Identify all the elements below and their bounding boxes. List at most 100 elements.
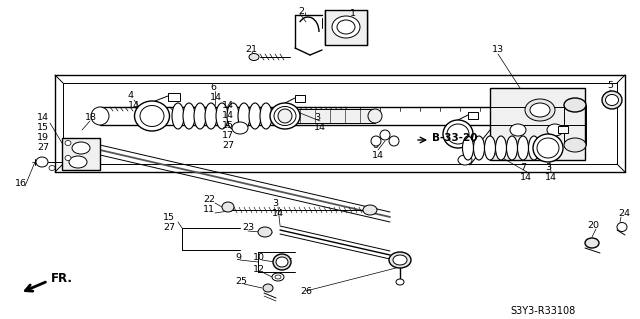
Text: 8: 8 [372, 142, 378, 151]
Text: 2: 2 [298, 6, 304, 16]
Text: 18: 18 [85, 114, 97, 122]
Text: 22: 22 [203, 196, 215, 204]
Text: 19: 19 [37, 133, 49, 143]
Ellipse shape [533, 134, 563, 162]
Text: 1: 1 [350, 9, 356, 18]
Text: 24: 24 [618, 209, 630, 218]
Text: 6: 6 [210, 83, 216, 92]
Text: 14: 14 [37, 114, 49, 122]
Ellipse shape [270, 103, 300, 129]
Text: 14: 14 [545, 174, 557, 182]
Ellipse shape [389, 136, 399, 146]
Text: S3Y3-R33108: S3Y3-R33108 [510, 306, 575, 316]
Ellipse shape [371, 136, 381, 146]
Text: 14: 14 [222, 100, 234, 109]
Ellipse shape [495, 136, 506, 160]
Text: 14: 14 [210, 93, 222, 101]
Ellipse shape [332, 16, 360, 38]
Ellipse shape [72, 142, 90, 154]
Ellipse shape [194, 103, 206, 129]
Ellipse shape [36, 157, 48, 167]
Text: 11: 11 [203, 205, 215, 214]
Text: FR.: FR. [51, 272, 73, 286]
Ellipse shape [443, 120, 473, 148]
Ellipse shape [272, 273, 284, 281]
Ellipse shape [547, 124, 563, 136]
Text: 3: 3 [314, 113, 320, 122]
Ellipse shape [564, 98, 586, 112]
Ellipse shape [510, 124, 526, 136]
Text: 10: 10 [253, 253, 265, 262]
Text: 27: 27 [163, 224, 175, 233]
Text: 13: 13 [492, 46, 504, 55]
Text: 14: 14 [272, 209, 284, 218]
Ellipse shape [380, 130, 390, 140]
Bar [558, 126, 568, 133]
Ellipse shape [474, 136, 484, 160]
Ellipse shape [65, 155, 71, 160]
Ellipse shape [447, 124, 469, 144]
Text: 20: 20 [587, 221, 599, 231]
Ellipse shape [263, 284, 273, 292]
Text: 14: 14 [128, 101, 140, 110]
Bar [468, 112, 478, 119]
Text: 23: 23 [242, 224, 254, 233]
Bar [295, 95, 305, 102]
Text: 14: 14 [372, 152, 384, 160]
Ellipse shape [396, 279, 404, 285]
Text: 25: 25 [235, 277, 247, 286]
Text: 15: 15 [222, 121, 234, 130]
Ellipse shape [249, 103, 261, 129]
Text: 3: 3 [272, 198, 278, 207]
Ellipse shape [617, 222, 627, 232]
Bar [62, 138, 100, 170]
Bar [325, 10, 367, 45]
Ellipse shape [91, 107, 109, 125]
Ellipse shape [273, 254, 291, 270]
Ellipse shape [260, 103, 272, 129]
Ellipse shape [258, 227, 272, 237]
Text: 21: 21 [245, 44, 257, 54]
Ellipse shape [222, 202, 234, 212]
Text: 14: 14 [222, 110, 234, 120]
Ellipse shape [389, 252, 411, 268]
Ellipse shape [216, 103, 228, 129]
Ellipse shape [278, 109, 292, 123]
Ellipse shape [337, 20, 355, 34]
Ellipse shape [238, 103, 250, 129]
Ellipse shape [564, 138, 586, 152]
Ellipse shape [530, 103, 550, 117]
Text: 14: 14 [520, 174, 532, 182]
Text: 16: 16 [15, 179, 27, 188]
Ellipse shape [140, 106, 164, 127]
Ellipse shape [205, 103, 217, 129]
Ellipse shape [530, 140, 542, 150]
Text: 3: 3 [545, 164, 551, 173]
Ellipse shape [368, 109, 382, 123]
Ellipse shape [232, 122, 248, 134]
Ellipse shape [65, 140, 71, 145]
Ellipse shape [393, 255, 407, 265]
Text: 17: 17 [222, 130, 234, 139]
Ellipse shape [537, 138, 559, 158]
Ellipse shape [605, 94, 618, 106]
Ellipse shape [172, 103, 184, 129]
Text: 15: 15 [163, 213, 175, 222]
Ellipse shape [134, 101, 170, 131]
Text: 12: 12 [253, 264, 265, 273]
Ellipse shape [463, 136, 474, 160]
Text: 27: 27 [222, 140, 234, 150]
Text: 5: 5 [607, 81, 613, 91]
Text: 7: 7 [520, 164, 526, 173]
Ellipse shape [249, 54, 259, 61]
Ellipse shape [506, 136, 518, 160]
Text: 27: 27 [37, 144, 49, 152]
Ellipse shape [363, 205, 377, 215]
Ellipse shape [518, 136, 529, 160]
Ellipse shape [525, 99, 555, 121]
Ellipse shape [69, 156, 87, 168]
Ellipse shape [183, 103, 195, 129]
Text: B-33-20: B-33-20 [432, 133, 477, 143]
Ellipse shape [484, 136, 495, 160]
Text: 4: 4 [128, 92, 134, 100]
